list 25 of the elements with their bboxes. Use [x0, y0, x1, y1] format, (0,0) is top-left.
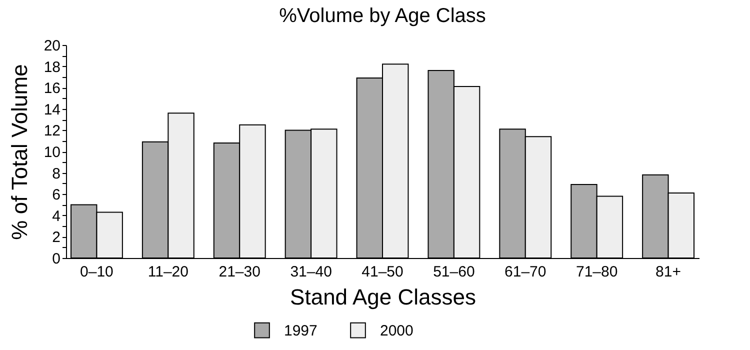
- x-tick-label: 0–10: [80, 264, 114, 280]
- x-tick-label: 81+: [656, 264, 682, 280]
- y-tick-label: 12: [44, 122, 60, 140]
- x-tick-label: 71–80: [576, 264, 618, 280]
- x-tick-label: 31–40: [290, 264, 332, 280]
- chart-title: %Volume by Age Class: [279, 5, 486, 27]
- x-tick-label: 41–50: [362, 264, 404, 280]
- x-axis-title: Stand Age Classes: [290, 284, 476, 310]
- y-tick-label: 4: [52, 208, 60, 225]
- y-tick-label: 10: [44, 144, 60, 161]
- y-tick-label: 2: [52, 229, 60, 246]
- x-tick-label: 51–60: [433, 264, 475, 280]
- x-tick-label: 11–20: [148, 264, 188, 280]
- y-tick-label: 6: [52, 186, 60, 204]
- y-tick-label: 0: [52, 250, 60, 268]
- y-tick-label: 16: [44, 80, 60, 98]
- y-axis-title: % of Total Volume: [6, 64, 32, 240]
- y-tick-label: 20: [44, 38, 60, 54]
- legend-label: 2000: [380, 322, 414, 340]
- y-tick-label: 18: [44, 58, 60, 76]
- y-tick-label: 14: [44, 101, 60, 118]
- x-tick-label: 21–30: [218, 264, 260, 280]
- legend-label: 1997: [284, 322, 318, 340]
- y-tick-label: 8: [52, 165, 60, 182]
- x-tick-label: 61–70: [504, 264, 546, 280]
